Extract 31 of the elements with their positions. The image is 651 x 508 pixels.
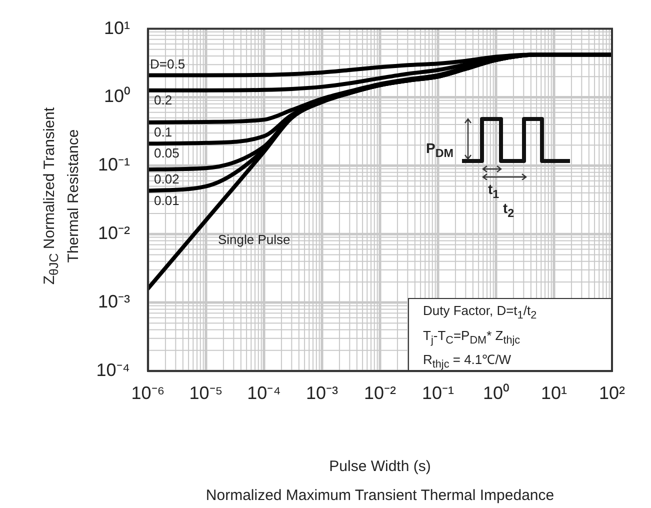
x-tick-label: 10⁻⁶ bbox=[131, 382, 165, 403]
x-tick-label: 10⁻³ bbox=[306, 382, 338, 403]
x-tick-label: 10⁻² bbox=[364, 382, 396, 403]
series-label: 0.01 bbox=[154, 192, 180, 208]
annotation: R$_{thjc}$ = 4.1℃/W bbox=[423, 351, 512, 373]
annotation: T$_{j}$-T$_{C}$=P$_{DM}$* Z$_{thjc}$ bbox=[423, 326, 522, 348]
x-tick-label: 10⁻⁵ bbox=[189, 382, 223, 403]
y-tick-label: 10¹ bbox=[104, 18, 130, 38]
y-tick-label: 10⁻² bbox=[98, 223, 130, 244]
x-tick-label: 10¹ bbox=[540, 382, 568, 403]
y-tick-label: 10⁻⁴ bbox=[96, 360, 130, 380]
series-label: Single Pulse bbox=[218, 232, 290, 248]
x-tick-label: 10⁻⁴ bbox=[247, 382, 281, 403]
x-axis-title: Pulse Width (s) bbox=[329, 458, 431, 475]
series-label: 0.02 bbox=[154, 172, 180, 187]
y-tick-label: 10⁻³ bbox=[98, 292, 130, 312]
x-tick-label: 10² bbox=[598, 382, 626, 403]
annotation: t$_{2}$ bbox=[503, 200, 514, 220]
note-box: Duty Factor, D=t$_{1}$/t$_{2}$ T$_{j}$-T$_{C}$=P$_{DM}$* Z$_{thjc}$ R$_{thjc}$ = 4.1℃/W bbox=[408, 298, 612, 371]
series-label: 0.2 bbox=[154, 92, 172, 108]
annotation: t$_{1}$ bbox=[488, 181, 500, 201]
y-tick-label: 10⁻¹ bbox=[98, 154, 130, 175]
y-tick-label: 10⁰ bbox=[104, 86, 130, 106]
annotation: Duty Factor, D=t$_{1}$/t$_{2}$ bbox=[423, 302, 538, 324]
series-label: 0.05 bbox=[154, 146, 180, 161]
x-tick-label: 10⁰ bbox=[482, 382, 510, 403]
annotation: P$_{DM}$ bbox=[426, 140, 454, 160]
text: Normalized Maximum Transient Thermal Impedance bbox=[206, 487, 554, 504]
x-tick-label: 10⁻¹ bbox=[422, 382, 454, 403]
series-label: D=0.5 bbox=[150, 56, 186, 72]
series-label: 0.1 bbox=[154, 124, 172, 140]
